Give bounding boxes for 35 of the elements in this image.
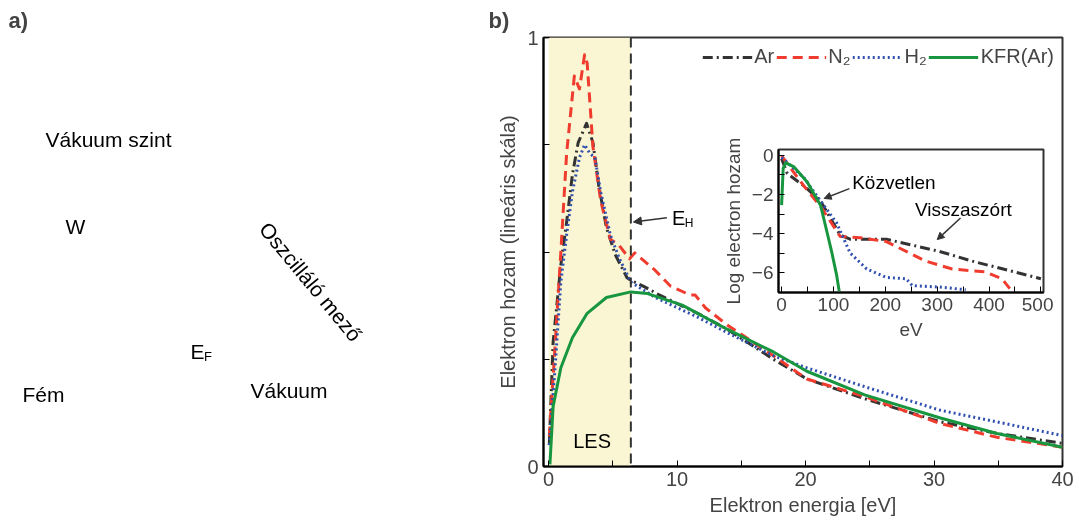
y-tick-label: −2: [751, 184, 774, 206]
line-series: [780, 161, 841, 293]
band-label: LES: [573, 429, 612, 452]
x-tick-label: 400: [973, 293, 1005, 315]
legend-label: H₂: [904, 45, 927, 68]
x-tick-label: 10: [665, 467, 689, 490]
x-tick-label: 20: [794, 467, 817, 490]
y-axis-title: Elektron hozam (lineáris skála): [497, 115, 520, 389]
annotation: Közvetlen: [852, 171, 936, 193]
y-tick-label: −4: [751, 223, 774, 245]
legend-label: KFR(Ar): [980, 45, 1054, 68]
x-tick-label: 0: [543, 467, 555, 490]
y-tick-label: 0: [762, 144, 774, 166]
legend-label: Ar: [754, 45, 775, 68]
text: a): [8, 7, 29, 33]
x-tick-label: 300: [921, 293, 954, 315]
legend-label: N₂: [828, 45, 851, 68]
x-axis-title: Elektron energia [eV]: [709, 493, 897, 516]
y-axis-title: Log electron hozam: [722, 137, 744, 305]
x-axis-title: eV: [899, 318, 923, 340]
text: Vákuum szint: [45, 127, 172, 151]
line-series: [780, 157, 1043, 281]
text: W: [65, 215, 86, 239]
x-tick-label: 30: [922, 467, 946, 490]
x-tick-label: 500: [1021, 293, 1054, 315]
text: Vákuum: [250, 379, 328, 403]
annotation: Visszaszórt: [914, 198, 1013, 220]
line-series: [780, 154, 1012, 291]
y-tick-label: −6: [751, 262, 774, 284]
x-tick-label: 100: [817, 293, 850, 315]
y-tick-label: 1: [527, 26, 539, 49]
x-tick-label: 200: [869, 293, 902, 315]
x-tick-label: 40: [1051, 467, 1074, 490]
text: Fém: [22, 383, 65, 407]
chart-title: b): [488, 7, 510, 33]
